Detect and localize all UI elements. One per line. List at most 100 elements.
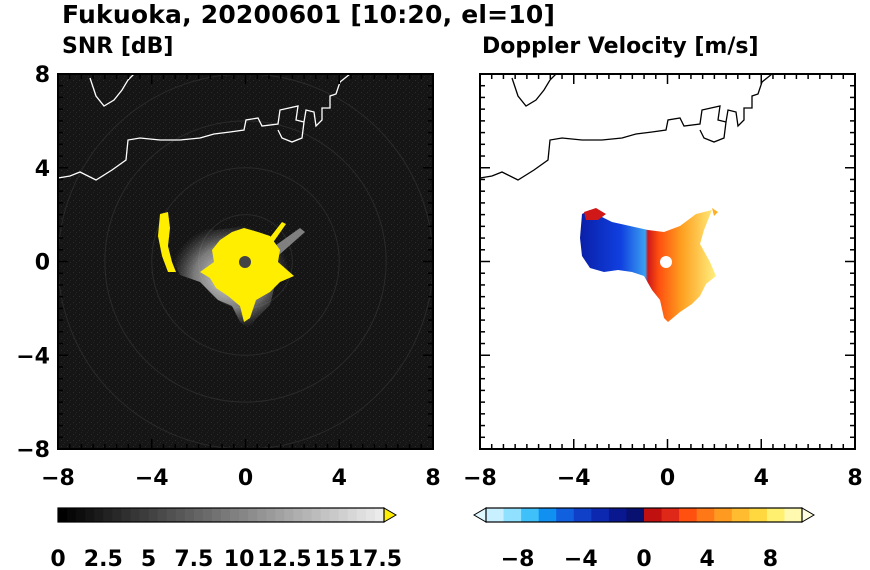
velocity-axis-ticks	[479, 73, 856, 450]
x-tick-label: 0	[238, 466, 253, 491]
velocity-panel: −8 −4 0 4 8	[463, 73, 863, 491]
colorbar-cell	[608, 508, 627, 522]
y-tick-label: −8	[16, 438, 50, 463]
colorbar-cell	[731, 508, 750, 522]
x-tick-label: −4	[557, 466, 591, 491]
colorbar-frame	[57, 507, 385, 523]
colorbar-cell	[661, 508, 680, 522]
colorbar-tick-label: 7.5	[174, 547, 213, 570]
colorbar-cell	[573, 508, 592, 522]
colorbar-cell	[175, 508, 186, 522]
colorbar-cell	[85, 508, 95, 522]
velocity-coastline	[479, 73, 773, 181]
figure-title: Fukuoka, 20200601 [10:20, el=10]	[62, 0, 556, 29]
snr-echo-region	[158, 212, 305, 330]
range-ring	[151, 167, 340, 356]
colorbar-tick-label: 2.5	[84, 547, 123, 570]
snr-axis-ticks	[57, 73, 434, 450]
colorbar-cell	[184, 508, 195, 522]
x-tick-label: −8	[463, 466, 497, 491]
snr-saturated-spur	[268, 222, 286, 244]
colorbar-tick-label: 10	[224, 547, 255, 570]
colorbar-tick-label: 0	[50, 547, 65, 570]
snr-y-tick-labels: 8 4 0 −4 −8	[16, 63, 50, 463]
velocity-x-tick-labels: −8 −4 0 4 8	[463, 466, 863, 491]
colorbar-cell	[94, 508, 104, 522]
x-tick-label: 4	[754, 466, 769, 491]
velocity-echo-region	[580, 208, 718, 322]
colorbar-tick-label: −8	[501, 547, 535, 570]
x-tick-label: 0	[660, 466, 675, 491]
colorbar-cell	[556, 508, 575, 522]
snr-radar-site	[239, 256, 251, 268]
x-tick-label: 4	[332, 466, 347, 491]
colorbar-cell	[293, 508, 303, 522]
colorbar-cell	[749, 508, 768, 522]
colorbar-tick-label: 12.5	[257, 547, 311, 570]
velocity-yellow-fragment	[712, 208, 718, 216]
colorbar-cell	[193, 508, 204, 522]
colorbar-cell	[103, 508, 113, 522]
colorbar-cell	[202, 508, 213, 522]
velocity-panel-title: Doppler Velocity [m/s]	[482, 34, 759, 59]
x-tick-label: −4	[135, 466, 169, 491]
colorbar-cell	[679, 508, 698, 522]
x-tick-label: 8	[847, 466, 862, 491]
colorbar-cell	[275, 508, 285, 522]
velocity-field	[580, 210, 716, 322]
colorbar-tick-label: 5	[141, 547, 156, 570]
colorbar-cell	[58, 508, 68, 522]
colorbar-cell	[538, 508, 557, 522]
velocity-radar-site	[660, 256, 672, 268]
snr-colorbar-labels: 0 2.5 5 7.5 10 12.5 15 17.5	[50, 547, 402, 570]
colorbar-cell	[302, 508, 313, 522]
x-tick-label: 8	[425, 466, 440, 491]
snr-panel-title: SNR [dB]	[62, 34, 174, 59]
snr-coastline	[57, 73, 351, 181]
velocity-red-fragment	[584, 208, 606, 220]
colorbar-cell	[230, 508, 240, 522]
colorbar-extend-max	[801, 507, 815, 523]
colorbar-cell	[130, 508, 140, 522]
colorbar-cell	[257, 508, 267, 522]
colorbar-cell	[148, 508, 159, 522]
colorbar-cell	[766, 508, 785, 522]
colorbar-cell	[626, 508, 645, 522]
colorbar-cell	[784, 508, 803, 522]
colorbar-cell	[311, 508, 322, 522]
colorbar-cell	[284, 508, 294, 522]
colorbar-cell	[644, 508, 663, 522]
colorbar-cell	[591, 508, 610, 522]
snr-x-tick-labels: −8 −4 0 4 8	[41, 466, 441, 491]
colorbar-tick-label: −4	[564, 547, 598, 570]
colorbar-cell	[521, 508, 540, 522]
colorbar-extend-min	[473, 507, 487, 523]
velocity-colorbar	[473, 507, 815, 523]
colorbar-cell	[347, 508, 358, 522]
colorbar-cell	[76, 508, 86, 522]
colorbar-extend-max	[383, 507, 397, 523]
colorbar-cell	[139, 508, 150, 522]
colorbar-cell	[320, 508, 331, 522]
colorbar-cell	[67, 508, 77, 522]
colorbar-cell	[157, 508, 168, 522]
colorbar-cell	[329, 508, 340, 522]
colorbar-cell	[486, 508, 505, 522]
colorbar-tick-label: 4	[700, 547, 715, 570]
colorbar-cell	[211, 508, 222, 522]
y-tick-label: 8	[35, 63, 50, 88]
colorbar-cell	[121, 508, 131, 522]
colorbar-cell	[356, 508, 367, 522]
colorbar-cell	[221, 508, 231, 522]
colorbar-cell	[714, 508, 733, 522]
colorbar-cell	[503, 508, 522, 522]
colorbar-cell	[374, 508, 385, 522]
colorbar-cell	[338, 508, 349, 522]
colorbar-cell	[248, 508, 258, 522]
colorbar-cell	[166, 508, 177, 522]
colorbar-cell	[266, 508, 276, 522]
snr-saturated-arc	[158, 212, 176, 272]
x-tick-label: −8	[41, 466, 75, 491]
snr-panel: −8 −4 0 4 8 8 4 0 −4 −8	[16, 63, 440, 491]
colorbar-tick-label: 0	[636, 547, 651, 570]
